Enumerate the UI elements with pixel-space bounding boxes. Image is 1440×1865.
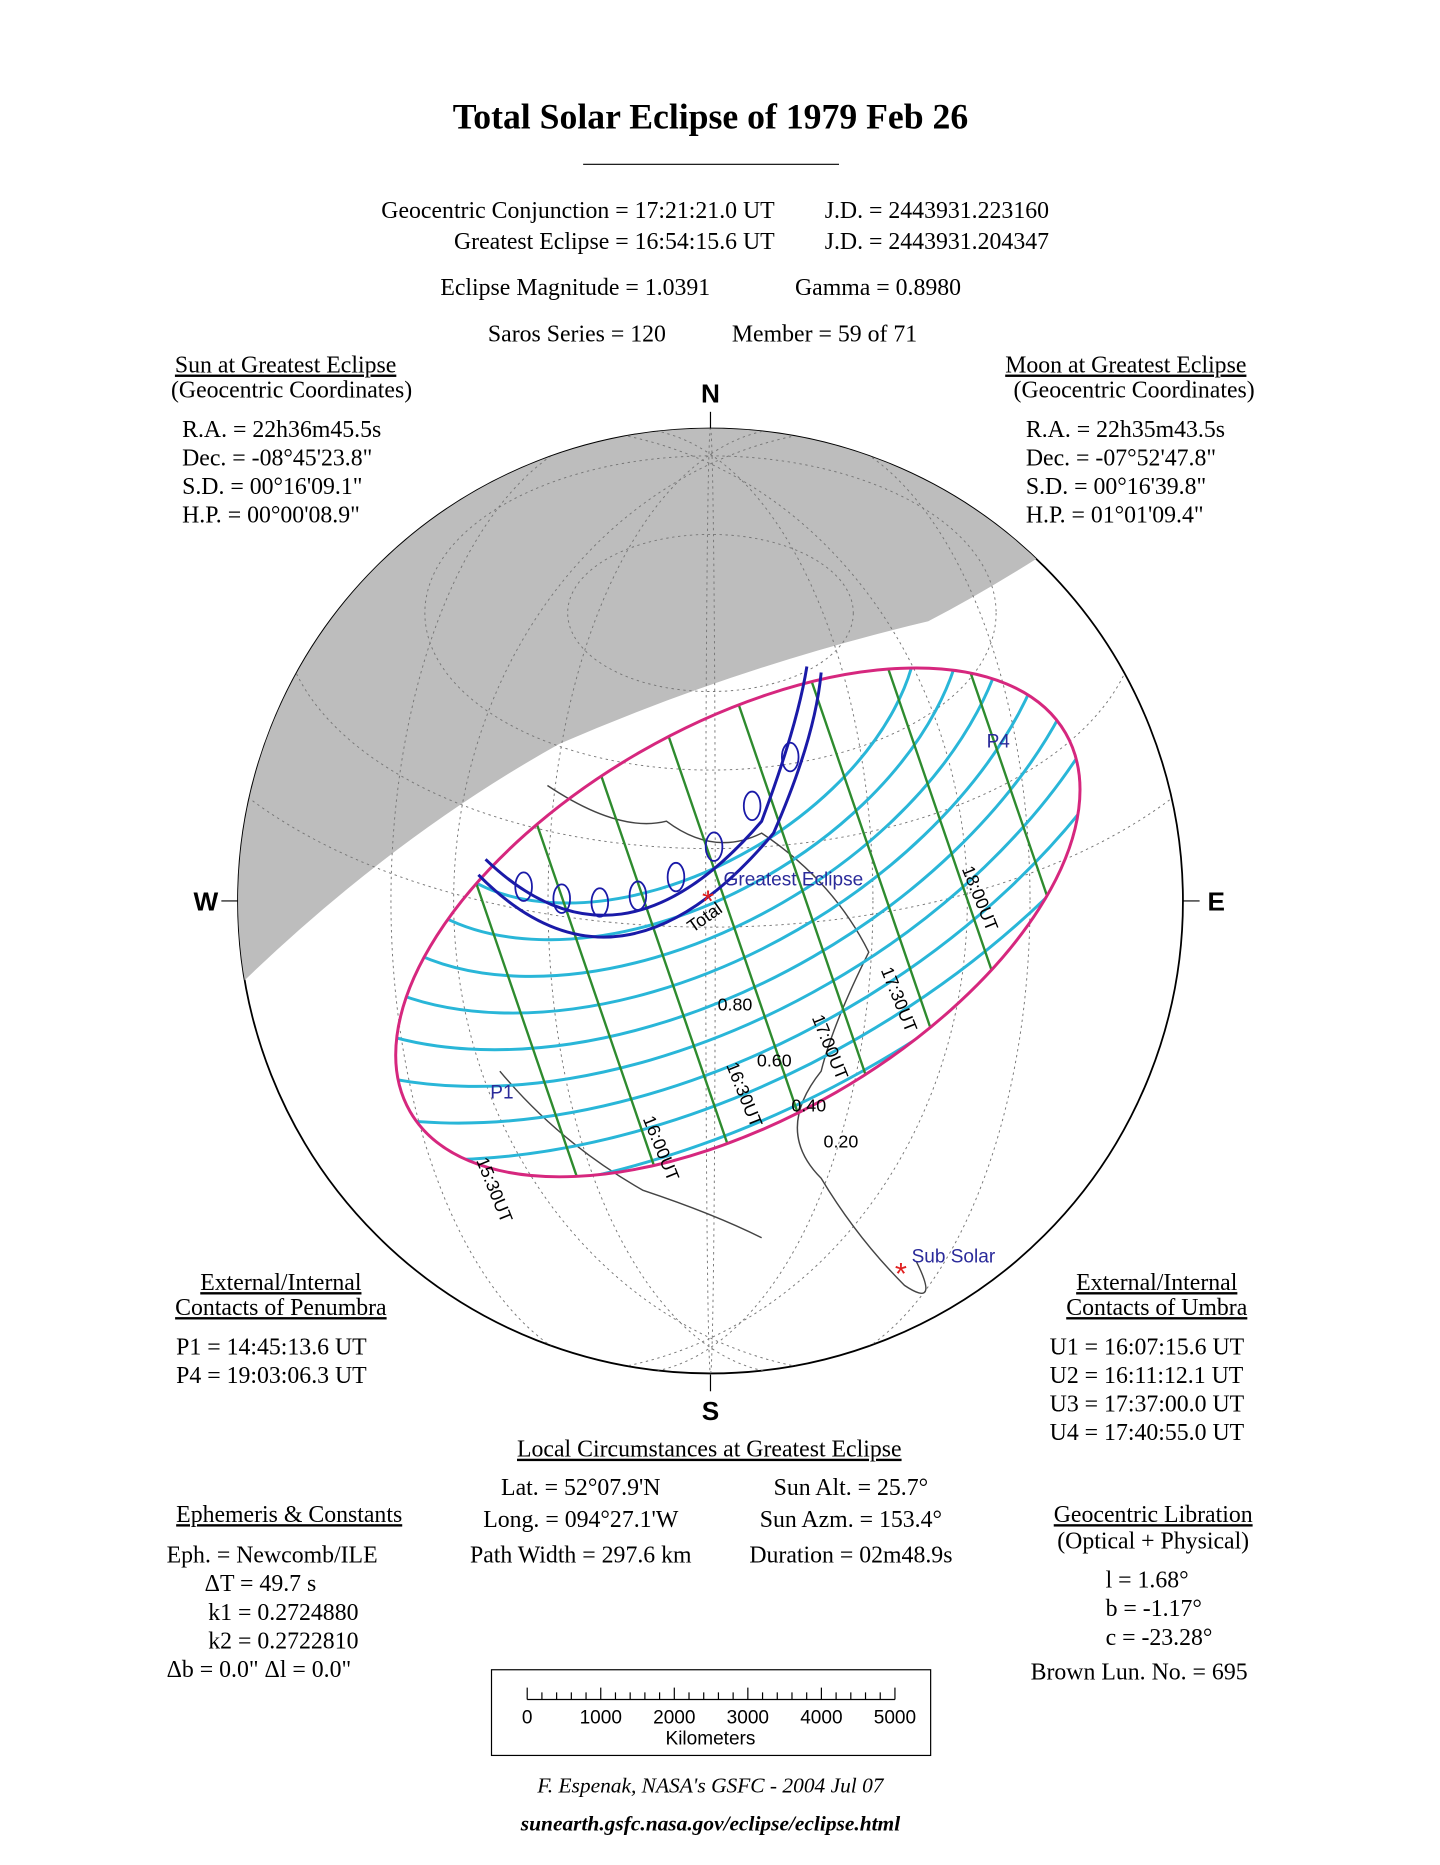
meridian — [453, 428, 1183, 1374]
title: Total Solar Eclipse of 1979 Feb 26 — [453, 97, 969, 137]
magnitude-curve — [311, 563, 1164, 1198]
magnitude-curve — [311, 563, 1150, 1088]
umbra-line: U3 = 17:37:00.0 UT — [1050, 1392, 1245, 1418]
url: sunearth.gsfc.nasa.gov/eclipse/eclipse.h… — [520, 1811, 900, 1835]
conjunction: Geocentric Conjunction = 17:21:21.0 UT — [381, 198, 775, 224]
sun-heading: Sun at Greatest Eclipse — [175, 353, 396, 379]
local-cell: Sun Azm. = 153.4° — [760, 1507, 942, 1533]
umbra-shadow — [780, 741, 800, 773]
penumbra-heading: Contacts of Penumbra — [175, 1295, 387, 1321]
moon-heading: Moon at Greatest Eclipse — [1005, 353, 1246, 379]
ephemeris-line: k1 = 0.2724880 — [208, 1600, 358, 1626]
magnitude-curve — [311, 563, 1104, 1052]
local-cell: Lat. = 52°07.9'N — [501, 1475, 660, 1501]
sun-line: Dec. = -08°45'23.8" — [182, 445, 372, 471]
magnitude-curve — [311, 563, 1164, 1162]
moon-line: S.D. = 00°16'39.8" — [1026, 474, 1206, 500]
moon-subheading: (Geocentric Coordinates) — [1014, 378, 1255, 404]
scale-label: 0 — [522, 1707, 533, 1728]
libration-subheading: (Optical + Physical) — [1057, 1528, 1249, 1554]
globe — [237, 427, 1184, 1375]
umbra-shadow — [742, 790, 762, 822]
umbra-shadow — [704, 831, 724, 862]
greatest-eclipse-label: Greatest Eclipse — [724, 869, 864, 890]
moon-line: H.P. = 01°01'09.4" — [1026, 503, 1204, 529]
saros: Saros Series = 120 — [488, 322, 666, 348]
greatest: Greatest Eclipse = 16:54:15.6 UT — [454, 229, 775, 255]
umbra-heading: Contacts of Umbra — [1066, 1295, 1248, 1321]
scale-label: 3000 — [727, 1707, 769, 1728]
south: S — [702, 1396, 719, 1426]
penumbra-line: P1 = 14:45:13.6 UT — [176, 1334, 367, 1360]
gamma: Gamma = 0.8980 — [795, 275, 961, 301]
ephemeris-line: ΔT = 49.7 s — [205, 1571, 317, 1597]
moon-line: R.A. = 22h35m43.5s — [1026, 417, 1225, 443]
sun-line: R.A. = 22h36m45.5s — [182, 417, 381, 443]
brown-lunation: Brown Lun. No. = 695 — [1031, 1659, 1248, 1685]
libration-heading: Geocentric Libration — [1054, 1502, 1253, 1528]
umbra-heading: External/Internal — [1076, 1270, 1238, 1296]
local-cell: Duration = 02m48.9s — [749, 1543, 952, 1569]
umbra-line: U1 = 16:07:15.6 UT — [1050, 1334, 1245, 1360]
magnitude-label: 0.20 — [824, 1131, 859, 1151]
sun-subheading: (Geocentric Coordinates) — [171, 378, 412, 404]
scale-label: 1000 — [580, 1707, 622, 1728]
greatest-marker: * — [702, 884, 714, 919]
moon-line: Dec. = -07°52'47.8" — [1026, 445, 1216, 471]
scale-label: 4000 — [800, 1707, 842, 1728]
parallel — [238, 428, 1183, 928]
parallel — [567, 533, 854, 692]
sub-solar-label: Sub Solar — [912, 1247, 996, 1268]
umbra-shadow — [590, 887, 610, 918]
magnitude: Eclipse Magnitude = 1.0391 — [440, 275, 710, 301]
credit: F. Espenak, NASA's GSFC - 2004 Jul 07 — [536, 1773, 884, 1797]
sun-line: S.D. = 00°16'09.1" — [182, 474, 362, 500]
umbra-shadow — [628, 880, 648, 911]
local-cell: Path Width = 297.6 km — [470, 1543, 692, 1569]
magnitude-label: 0.80 — [718, 994, 753, 1014]
sun-line: H.P. = 00°00'08.9" — [182, 503, 360, 529]
local-cell: Long. = 094°27.1'W — [483, 1507, 679, 1533]
magnitude-curve — [311, 563, 1058, 1015]
umbra-shadow — [666, 861, 686, 893]
ephemeris-line: Δb = 0.0" Δl = 0.0" — [167, 1657, 352, 1683]
p4-label: P4 — [987, 731, 1011, 752]
umbra-shadow — [514, 871, 533, 902]
scale-box — [490, 1669, 932, 1757]
local-cell: Sun Alt. = 25.7° — [774, 1475, 929, 1501]
meridian — [390, 428, 874, 1374]
coastline — [499, 784, 927, 1294]
libration-line: b = -1.17° — [1106, 1596, 1202, 1622]
night-shading — [238, 428, 1183, 1048]
north: N — [701, 378, 720, 408]
subsolar-marker: * — [895, 1256, 907, 1291]
east: E — [1208, 886, 1225, 916]
libration-line: c = -23.28° — [1106, 1625, 1213, 1651]
penumbra-heading: External/Internal — [200, 1270, 362, 1296]
ephemeris-line: Eph. = Newcomb/ILE — [167, 1543, 378, 1569]
scale-label: 5000 — [874, 1707, 916, 1728]
member: Member = 59 of 71 — [732, 322, 917, 348]
magnitude-label: 0.40 — [791, 1096, 826, 1116]
scale-label: 2000 — [653, 1707, 695, 1728]
west: W — [194, 886, 219, 916]
penumbra-line: P4 = 19:03:06.3 UT — [176, 1363, 367, 1389]
parallel — [424, 455, 997, 771]
conjunction-jd: J.D. = 2443931.223160 — [825, 198, 1049, 224]
ephemeris-line: k2 = 0.2722810 — [208, 1628, 358, 1654]
magnitude-label: 0.60 — [757, 1050, 792, 1070]
local-heading: Local Circumstances at Greatest Eclipse — [517, 1437, 902, 1463]
umbra-line: U2 = 16:11:12.1 UT — [1050, 1363, 1244, 1389]
umbra-line: U4 = 17:40:55.0 UT — [1050, 1420, 1245, 1446]
scale-unit: Kilometers — [666, 1729, 756, 1750]
libration-line: l = 1.68° — [1106, 1568, 1189, 1594]
penumbra-limit — [394, 666, 1082, 1179]
greatest-jd: J.D. = 2443931.204347 — [825, 229, 1049, 255]
ephemeris-heading: Ephemeris & Constants — [176, 1502, 402, 1528]
p1-label: P1 — [490, 1083, 513, 1104]
umbra-shadow — [552, 883, 571, 914]
